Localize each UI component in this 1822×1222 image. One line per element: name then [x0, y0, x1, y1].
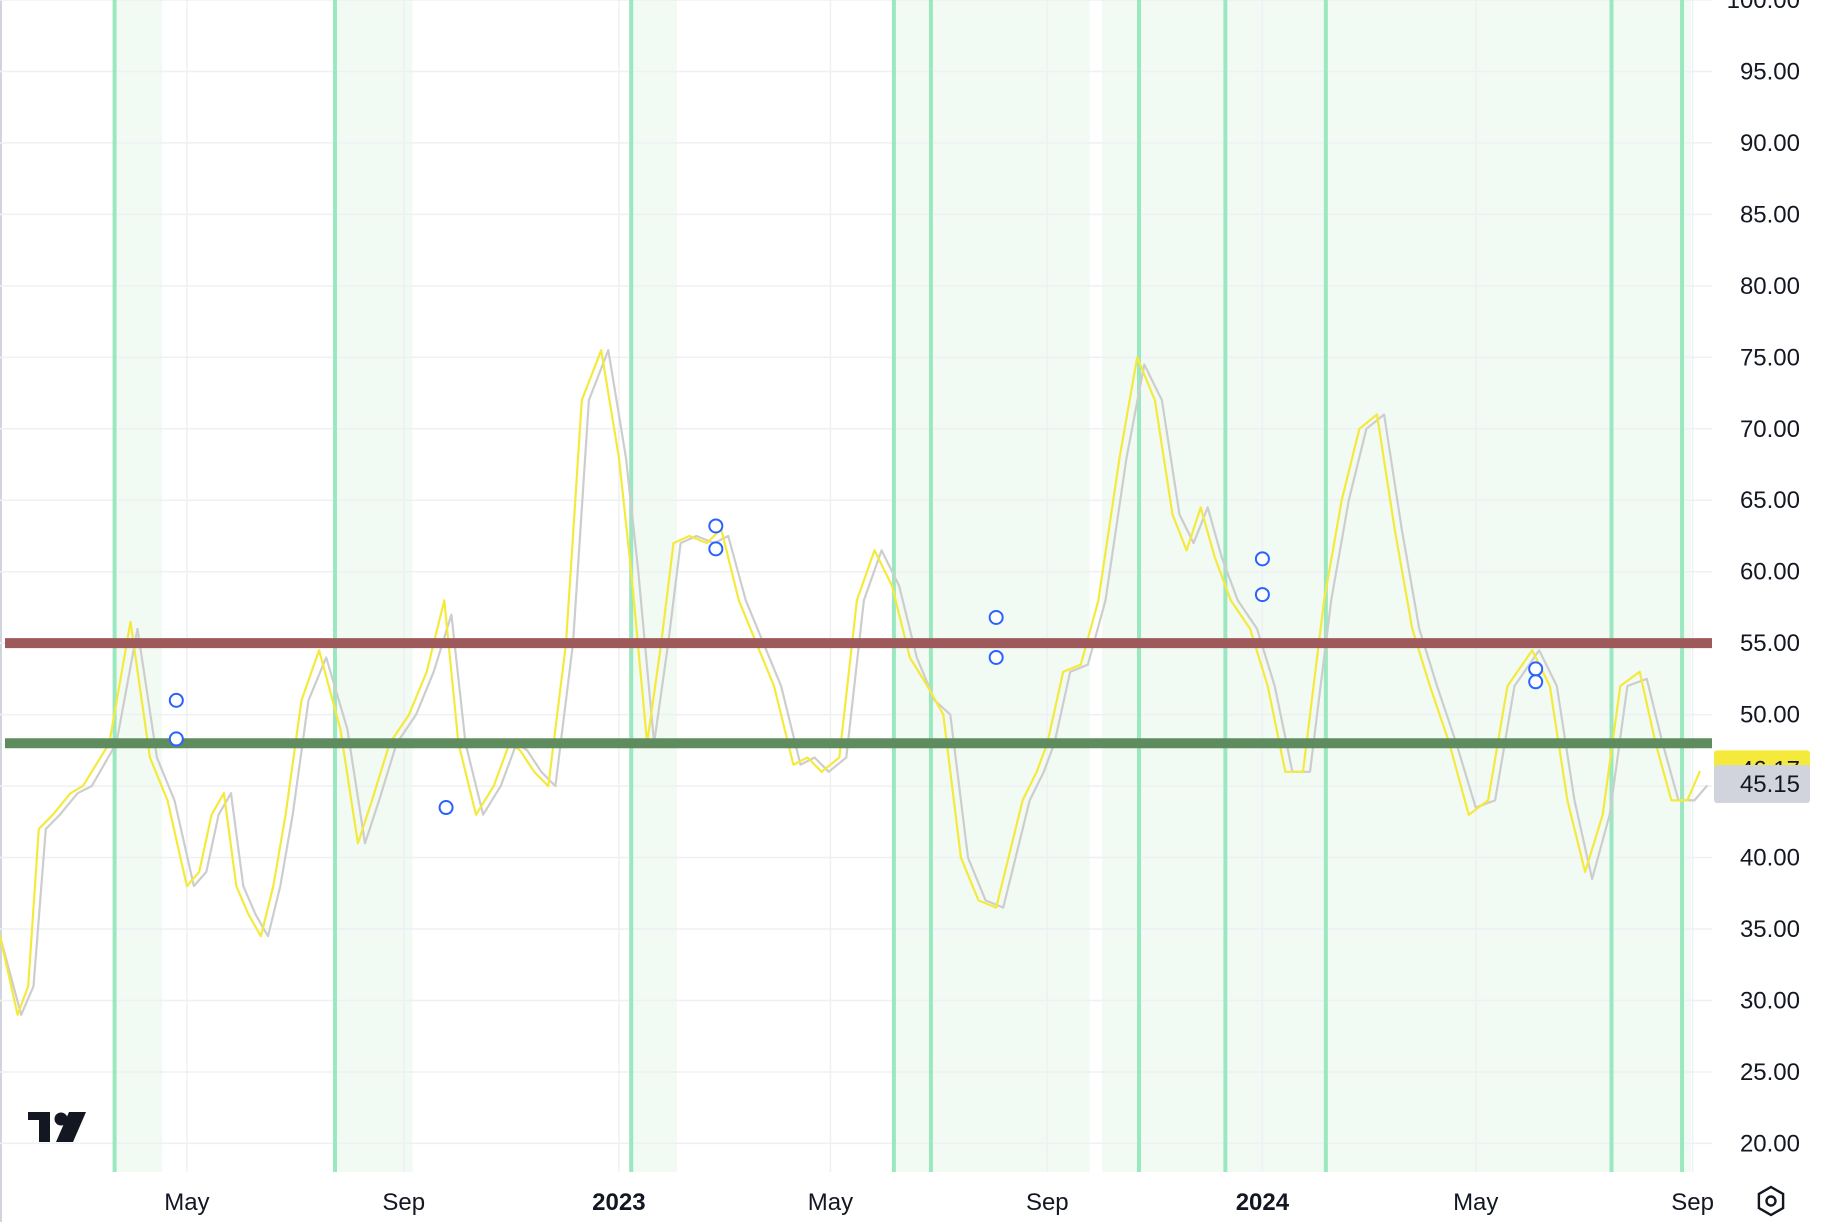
x-tick-label: May	[808, 1189, 853, 1216]
y-tick-label: 80.00	[1740, 273, 1800, 300]
y-tick-label: 25.00	[1740, 1059, 1800, 1086]
y-tick-label: 95.00	[1740, 58, 1800, 85]
x-tick-label: Sep	[1671, 1189, 1714, 1216]
signal-marker-5	[988, 609, 1004, 625]
signal-marker-1	[168, 731, 184, 747]
signal-marker-4	[708, 541, 724, 557]
x-tick-label: Sep	[1026, 1189, 1069, 1216]
y-tick-label: 55.00	[1740, 630, 1800, 657]
price-badge-1	[1714, 764, 1810, 803]
series-line-0	[0, 349, 1701, 1016]
horizontal-levels[interactable]	[5, 638, 1712, 749]
y-tick-label: 20.00	[1740, 1130, 1800, 1157]
x-axis[interactable]: May Sep 2023 May Sep 2024 May Sep	[164, 1189, 1714, 1216]
signal-marker-2	[438, 800, 454, 816]
x-tick-label: Sep	[382, 1189, 425, 1216]
settings-hexagon-icon[interactable]	[1757, 1185, 1785, 1217]
x-tick-label: 2023	[592, 1189, 645, 1216]
signal-marker-0	[168, 692, 184, 708]
y-tick-label: 35.00	[1740, 916, 1800, 943]
vertical-markers	[112, 0, 1685, 1172]
series-lines	[0, 349, 1708, 1016]
y-tick-label: 90.00	[1740, 130, 1800, 157]
y-tick-label: 100.00	[1727, 0, 1800, 14]
signal-marker-8	[1254, 587, 1270, 603]
shaded-region-4	[1101, 0, 1321, 1172]
y-tick-label: 30.00	[1740, 987, 1800, 1014]
signal-marker-6	[988, 649, 1004, 665]
x-tick-label: 2024	[1236, 1189, 1290, 1216]
y-tick-label: 75.00	[1740, 344, 1800, 371]
signal-marker-10	[1528, 674, 1544, 690]
tradingview-logo[interactable]	[28, 1112, 86, 1142]
signal-marker-7	[1254, 551, 1270, 567]
x-tick-label: May	[1453, 1189, 1498, 1216]
signal-marker-3	[708, 518, 724, 534]
shaded-regions	[112, 0, 1691, 1172]
y-tick-label: 40.00	[1740, 845, 1800, 872]
y-tick-label: 70.00	[1740, 416, 1800, 443]
shaded-region-0	[112, 0, 163, 1172]
y-axis[interactable]: 20.0025.0030.0035.0040.0045.0050.0055.00…	[1727, 0, 1800, 1157]
y-tick-label: 85.00	[1740, 201, 1800, 228]
signal-markers	[168, 518, 1544, 816]
shaded-region-5	[1320, 0, 1691, 1172]
shaded-region-2	[629, 0, 678, 1172]
price-badge-label-1: 45.15	[1740, 771, 1800, 798]
price-badges: 46.1745.15	[1714, 750, 1810, 803]
series-line-1	[0, 349, 1708, 1016]
signal-marker-9	[1528, 661, 1544, 677]
x-tick-label: May	[164, 1189, 209, 1216]
y-tick-label: 60.00	[1740, 559, 1800, 586]
shaded-region-3	[893, 0, 1090, 1172]
shaded-region-1	[334, 0, 413, 1172]
y-tick-label: 65.00	[1740, 487, 1800, 514]
y-tick-label: 50.00	[1740, 702, 1800, 729]
